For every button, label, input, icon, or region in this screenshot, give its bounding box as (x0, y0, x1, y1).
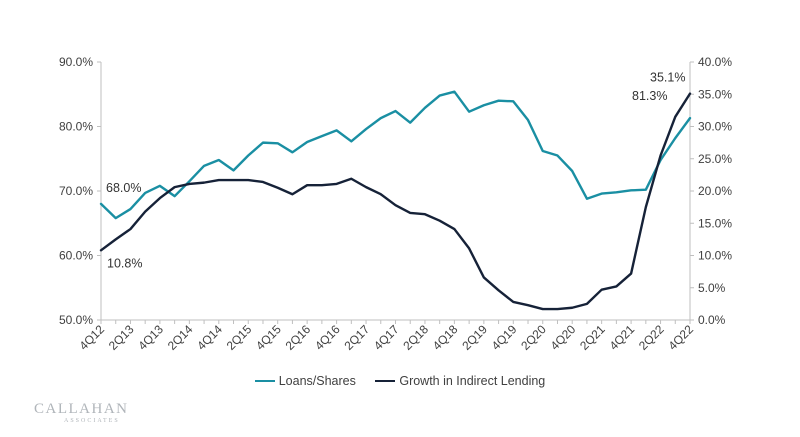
x-tick-label: 4Q19 (489, 322, 520, 353)
x-tick-label: 4Q22 (665, 322, 696, 353)
x-tick-label: 2Q20 (518, 322, 549, 353)
legend-item-loans-shares: Loans/Shares (254, 373, 356, 388)
series-line-indirect-lending (99, 92, 692, 311)
x-tick-label: 2Q22 (636, 322, 667, 353)
y-left-tick-label: 80.0% (59, 120, 93, 134)
x-tick-label: 4Q18 (430, 322, 461, 353)
y-left-tick-label: 70.0% (59, 184, 93, 198)
legend-label-indirect-lending: Growth in Indirect Lending (399, 373, 546, 388)
x-tick-label: 2Q16 (283, 322, 314, 353)
data-label: 10.8% (107, 256, 142, 270)
legend-label-loans-shares: Loans/Shares (278, 373, 356, 388)
y-right-tick-label: 10.0% (698, 249, 732, 263)
x-tick-label: 4Q15 (253, 322, 284, 353)
x-tick-label: 4Q21 (607, 322, 638, 353)
x-tick-label: 2Q13 (106, 322, 137, 353)
legend-swatch-indirect-lending (375, 379, 396, 382)
legend-item-indirect-lending: Growth in Indirect Lending (375, 374, 545, 388)
x-tick-label: 4Q14 (194, 322, 225, 353)
data-label: 35.1% (650, 71, 685, 85)
callahan-logo: CALLAHAN ASSOCIATES (34, 401, 129, 425)
y-right-tick-label: 35.0% (698, 87, 732, 101)
x-tick-label: 4Q20 (548, 322, 579, 353)
y-right-tick-label: 5.0% (698, 281, 726, 295)
y-left-tick-label: 50.0% (59, 313, 93, 327)
y-right-tick-label: 20.0% (698, 184, 732, 198)
x-tick-label: 2Q19 (459, 322, 490, 353)
x-tick-label: 2Q17 (342, 322, 373, 353)
chart-legend: Loans/Shares Growth in Indirect Lending (0, 371, 800, 388)
x-tick-label: 4Q13 (135, 322, 166, 353)
data-label: 68.0% (106, 181, 141, 195)
y-left-tick-label: 60.0% (59, 249, 93, 263)
y-right-tick-label: 40.0% (698, 55, 732, 69)
data-label: 81.3% (632, 89, 667, 103)
y-right-tick-label: 30.0% (698, 120, 732, 134)
x-tick-label: 4Q17 (371, 322, 402, 353)
x-tick-label: 4Q16 (312, 322, 343, 353)
y-left-tick-label: 90.0% (59, 55, 93, 69)
y-right-tick-label: 0.0% (698, 313, 726, 327)
x-tick-label: 2Q15 (224, 322, 255, 353)
y-right-tick-label: 25.0% (698, 152, 732, 166)
logo-subtitle: ASSOCIATES (64, 418, 120, 424)
x-tick-label: 2Q21 (577, 322, 608, 353)
y-right-tick-label: 15.0% (698, 216, 732, 230)
logo-wordmark: CALLAHAN (34, 401, 129, 417)
series-line-loans-shares (99, 90, 692, 220)
legend-swatch-loans-shares (254, 379, 275, 382)
x-tick-label: 2Q18 (400, 322, 431, 353)
x-tick-label: 2Q14 (165, 322, 196, 353)
